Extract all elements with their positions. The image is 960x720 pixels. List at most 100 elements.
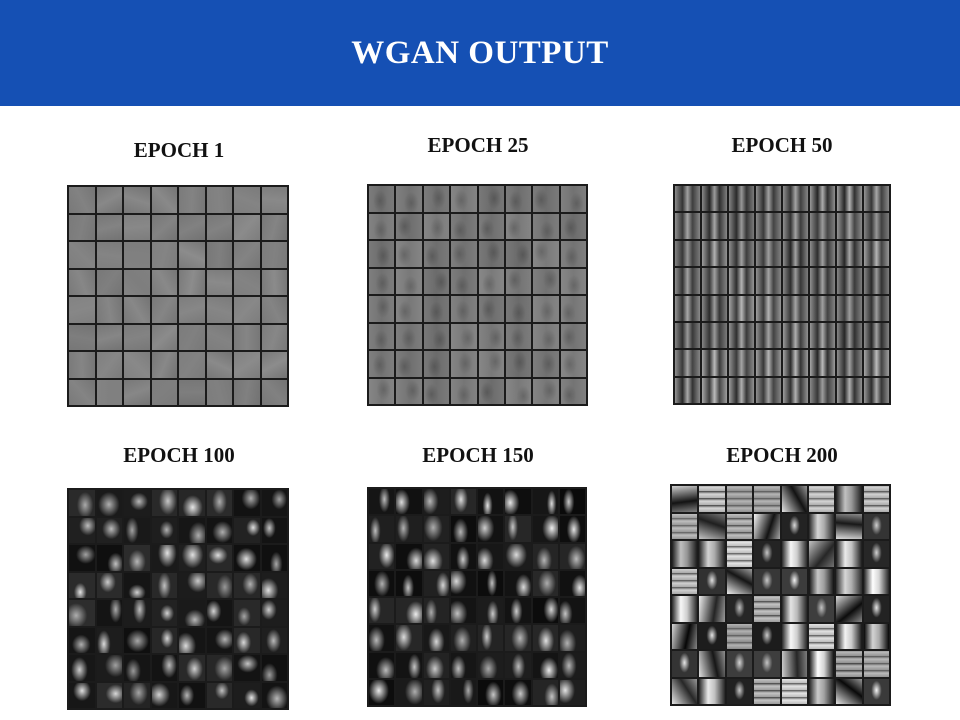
sample-tile: [234, 600, 260, 626]
sample-tile: [234, 297, 260, 323]
sample-tile: [450, 598, 476, 624]
sample-tile: [810, 213, 835, 239]
sample-tile: [756, 295, 781, 321]
sample-tile: [808, 513, 835, 539]
sample-tile: [533, 241, 559, 267]
sample-tile: [478, 516, 504, 542]
sample-tile: [702, 213, 727, 239]
sample-tile: [261, 600, 287, 626]
sample-tile: [726, 541, 753, 567]
sample-tile: [781, 513, 807, 539]
sample-tile: [864, 377, 889, 403]
sample-tile: [369, 296, 395, 322]
sample-tile: [69, 517, 95, 543]
sample-tile: [69, 655, 95, 681]
sample-tile: [836, 568, 862, 594]
sample-tile: [124, 214, 150, 240]
sample-tile: [754, 651, 780, 677]
panel-label-epoch-200: EPOCH 200: [726, 443, 838, 467]
sample-tile: [863, 513, 889, 539]
sample-tile: [96, 187, 122, 213]
sample-tile: [808, 486, 835, 512]
sample-tile: [863, 541, 889, 567]
sample-tile: [836, 678, 862, 704]
sample-tile: [781, 541, 807, 567]
sample-tile: [179, 297, 205, 323]
sample-tile: [729, 186, 754, 212]
sample-tile: [369, 516, 395, 542]
sample-tile: [396, 186, 422, 212]
sample-tile: [234, 269, 260, 295]
sample-tile: [478, 679, 504, 705]
sample-tile: [151, 214, 177, 240]
sample-tile: [396, 625, 422, 651]
sample-tile: [478, 652, 504, 678]
sample-tile: [559, 625, 585, 651]
sample-tile: [699, 513, 725, 539]
sample-tile: [369, 543, 395, 569]
sample-tile: [124, 379, 150, 405]
sample-tile: [69, 600, 95, 626]
sample-tile: [69, 269, 95, 295]
sample-tile: [560, 241, 586, 267]
sample-tile: [261, 682, 287, 708]
sample-tile: [810, 268, 835, 294]
sample-tile: [124, 682, 150, 708]
sample-tile: [783, 268, 808, 294]
sample-tile: [754, 568, 780, 594]
sample-tile: [478, 378, 504, 404]
sample-tile: [781, 651, 807, 677]
sample-tile: [672, 568, 698, 594]
sample-tile: [234, 545, 260, 571]
sample-tile: [396, 489, 422, 515]
sample-tile: [151, 352, 177, 378]
sample-tile: [836, 486, 862, 512]
sample-tile: [864, 186, 889, 212]
sample-tile: [124, 242, 150, 268]
sample-tile: [863, 651, 889, 677]
sample-tile: [179, 269, 205, 295]
sample-tile: [702, 295, 727, 321]
sample-tile: [96, 682, 122, 708]
sample-tile: [478, 241, 504, 267]
sample-tile: [179, 545, 205, 571]
sample-tile: [783, 213, 808, 239]
sample-tile: [783, 322, 808, 349]
sample-tile: [369, 679, 395, 705]
sample-tile: [369, 652, 395, 678]
sample-tile: [96, 627, 122, 653]
sample-tile: [423, 351, 450, 377]
sample-tile: [206, 379, 232, 405]
sample-tile: [810, 240, 835, 267]
sample-tile: [261, 324, 287, 350]
sample-tile: [505, 351, 532, 377]
sample-tile: [505, 296, 532, 322]
sample-tile: [423, 213, 450, 239]
sample-tile: [505, 679, 531, 705]
sample-tile: [151, 324, 177, 350]
sample-tile: [754, 541, 780, 567]
sample-tile: [675, 213, 700, 239]
sample-tile: [124, 187, 150, 213]
sample-tile: [478, 351, 504, 377]
sample-tile: [396, 378, 422, 404]
sample-tile: [478, 489, 504, 515]
sample-tile: [369, 570, 395, 596]
sample-tile: [726, 513, 753, 539]
sample-tile: [96, 655, 122, 681]
sample-tile: [396, 679, 422, 705]
sample-tile: [451, 241, 477, 267]
sample-tile: [783, 186, 808, 212]
sample-tile: [69, 572, 95, 598]
sample-tile: [559, 679, 585, 705]
sample-tile: [675, 268, 700, 294]
sample-tile: [505, 378, 532, 404]
sample-tile: [532, 516, 558, 542]
sample-tile: [396, 213, 422, 239]
sample-tile: [369, 323, 395, 349]
sample-tile: [672, 486, 698, 512]
sample-tile: [179, 517, 205, 543]
sample-tile: [756, 322, 781, 349]
sample-tile: [96, 352, 122, 378]
